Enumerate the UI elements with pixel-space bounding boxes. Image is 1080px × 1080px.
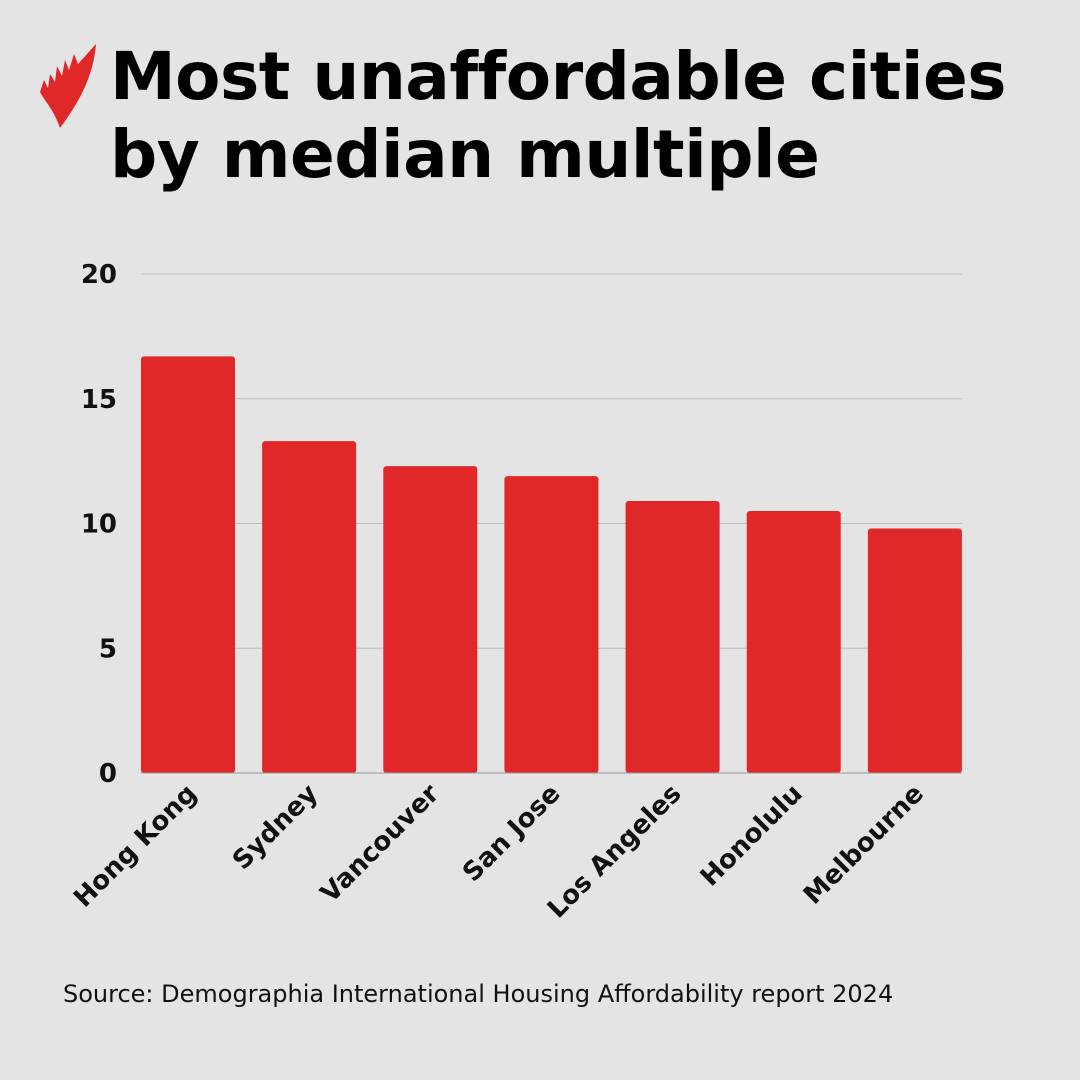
y-tick-label: 15 xyxy=(81,385,117,415)
sbs-logo-icon xyxy=(40,44,96,128)
y-tick-label: 5 xyxy=(99,634,117,664)
title-line-1: Most unaffordable cities xyxy=(110,38,1007,115)
bar xyxy=(141,356,235,773)
x-tick-label: Vancouver xyxy=(315,779,445,909)
bar xyxy=(383,466,478,773)
x-tick-label: Hong Kong xyxy=(68,779,203,914)
x-tick-label: Melbourne xyxy=(798,779,930,911)
y-tick-label: 0 xyxy=(99,759,117,789)
bar xyxy=(746,511,841,773)
bar xyxy=(867,528,962,773)
bar xyxy=(504,476,599,773)
bar xyxy=(262,441,357,773)
x-tick-label: Honolulu xyxy=(695,779,809,893)
y-tick-label: 10 xyxy=(81,510,117,540)
x-tick-label: San Jose xyxy=(457,779,566,888)
bar xyxy=(625,501,720,773)
source-note: Source: Demographia International Housin… xyxy=(63,980,894,1008)
x-tick-label: Sydney xyxy=(227,779,324,876)
chart-title: Most unaffordable cities by median multip… xyxy=(110,38,1007,194)
y-tick-label: 20 xyxy=(81,260,117,290)
title-line-2: by median multiple xyxy=(110,116,820,193)
